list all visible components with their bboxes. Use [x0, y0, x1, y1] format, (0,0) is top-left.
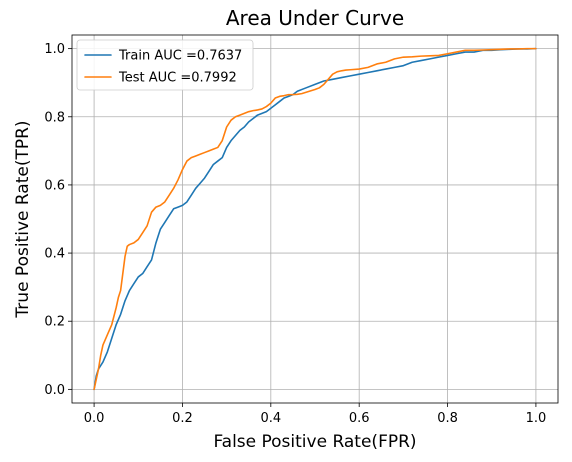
y-tick-label: 0.4 — [44, 247, 65, 262]
legend: Train AUC =0.7637 Test AUC =0.7992 — [76, 39, 254, 91]
x-tick-label: 0.8 — [437, 411, 458, 426]
legend-label-test: Test AUC =0.7992 — [118, 71, 237, 86]
plot-frame — [71, 34, 559, 404]
y-tick-label: 0.0 — [44, 383, 65, 398]
y-tick-label: 0.2 — [44, 315, 65, 330]
y-tick-label: 0.6 — [44, 178, 65, 193]
x-tick-label: 1.0 — [526, 411, 547, 426]
x-tick-label: 0.0 — [84, 411, 105, 426]
x-tick-label: 0.6 — [349, 411, 370, 426]
y-tick-label: 0.8 — [44, 110, 65, 125]
tick-layer: 0.0 0.2 0.4 0.6 0.8 1.0 0.0 0.2 0.4 0.6 0.8 1.0 — [44, 42, 546, 426]
legend-box — [76, 39, 254, 91]
series-line-test — [93, 47, 537, 391]
y-tick-label: 1.0 — [44, 42, 65, 57]
series-layer — [93, 47, 537, 391]
x-tick-label: 0.2 — [172, 411, 193, 426]
legend-label-train: Train AUC =0.7637 — [118, 49, 242, 64]
y-axis-title: True Positive Rate(TPR) — [13, 120, 33, 318]
x-axis-title: False Positive Rate(FPR) — [213, 432, 416, 452]
series-line-train — [93, 47, 537, 391]
chart-title: Area Under Curve — [226, 6, 404, 30]
x-tick-label: 0.4 — [260, 411, 281, 426]
